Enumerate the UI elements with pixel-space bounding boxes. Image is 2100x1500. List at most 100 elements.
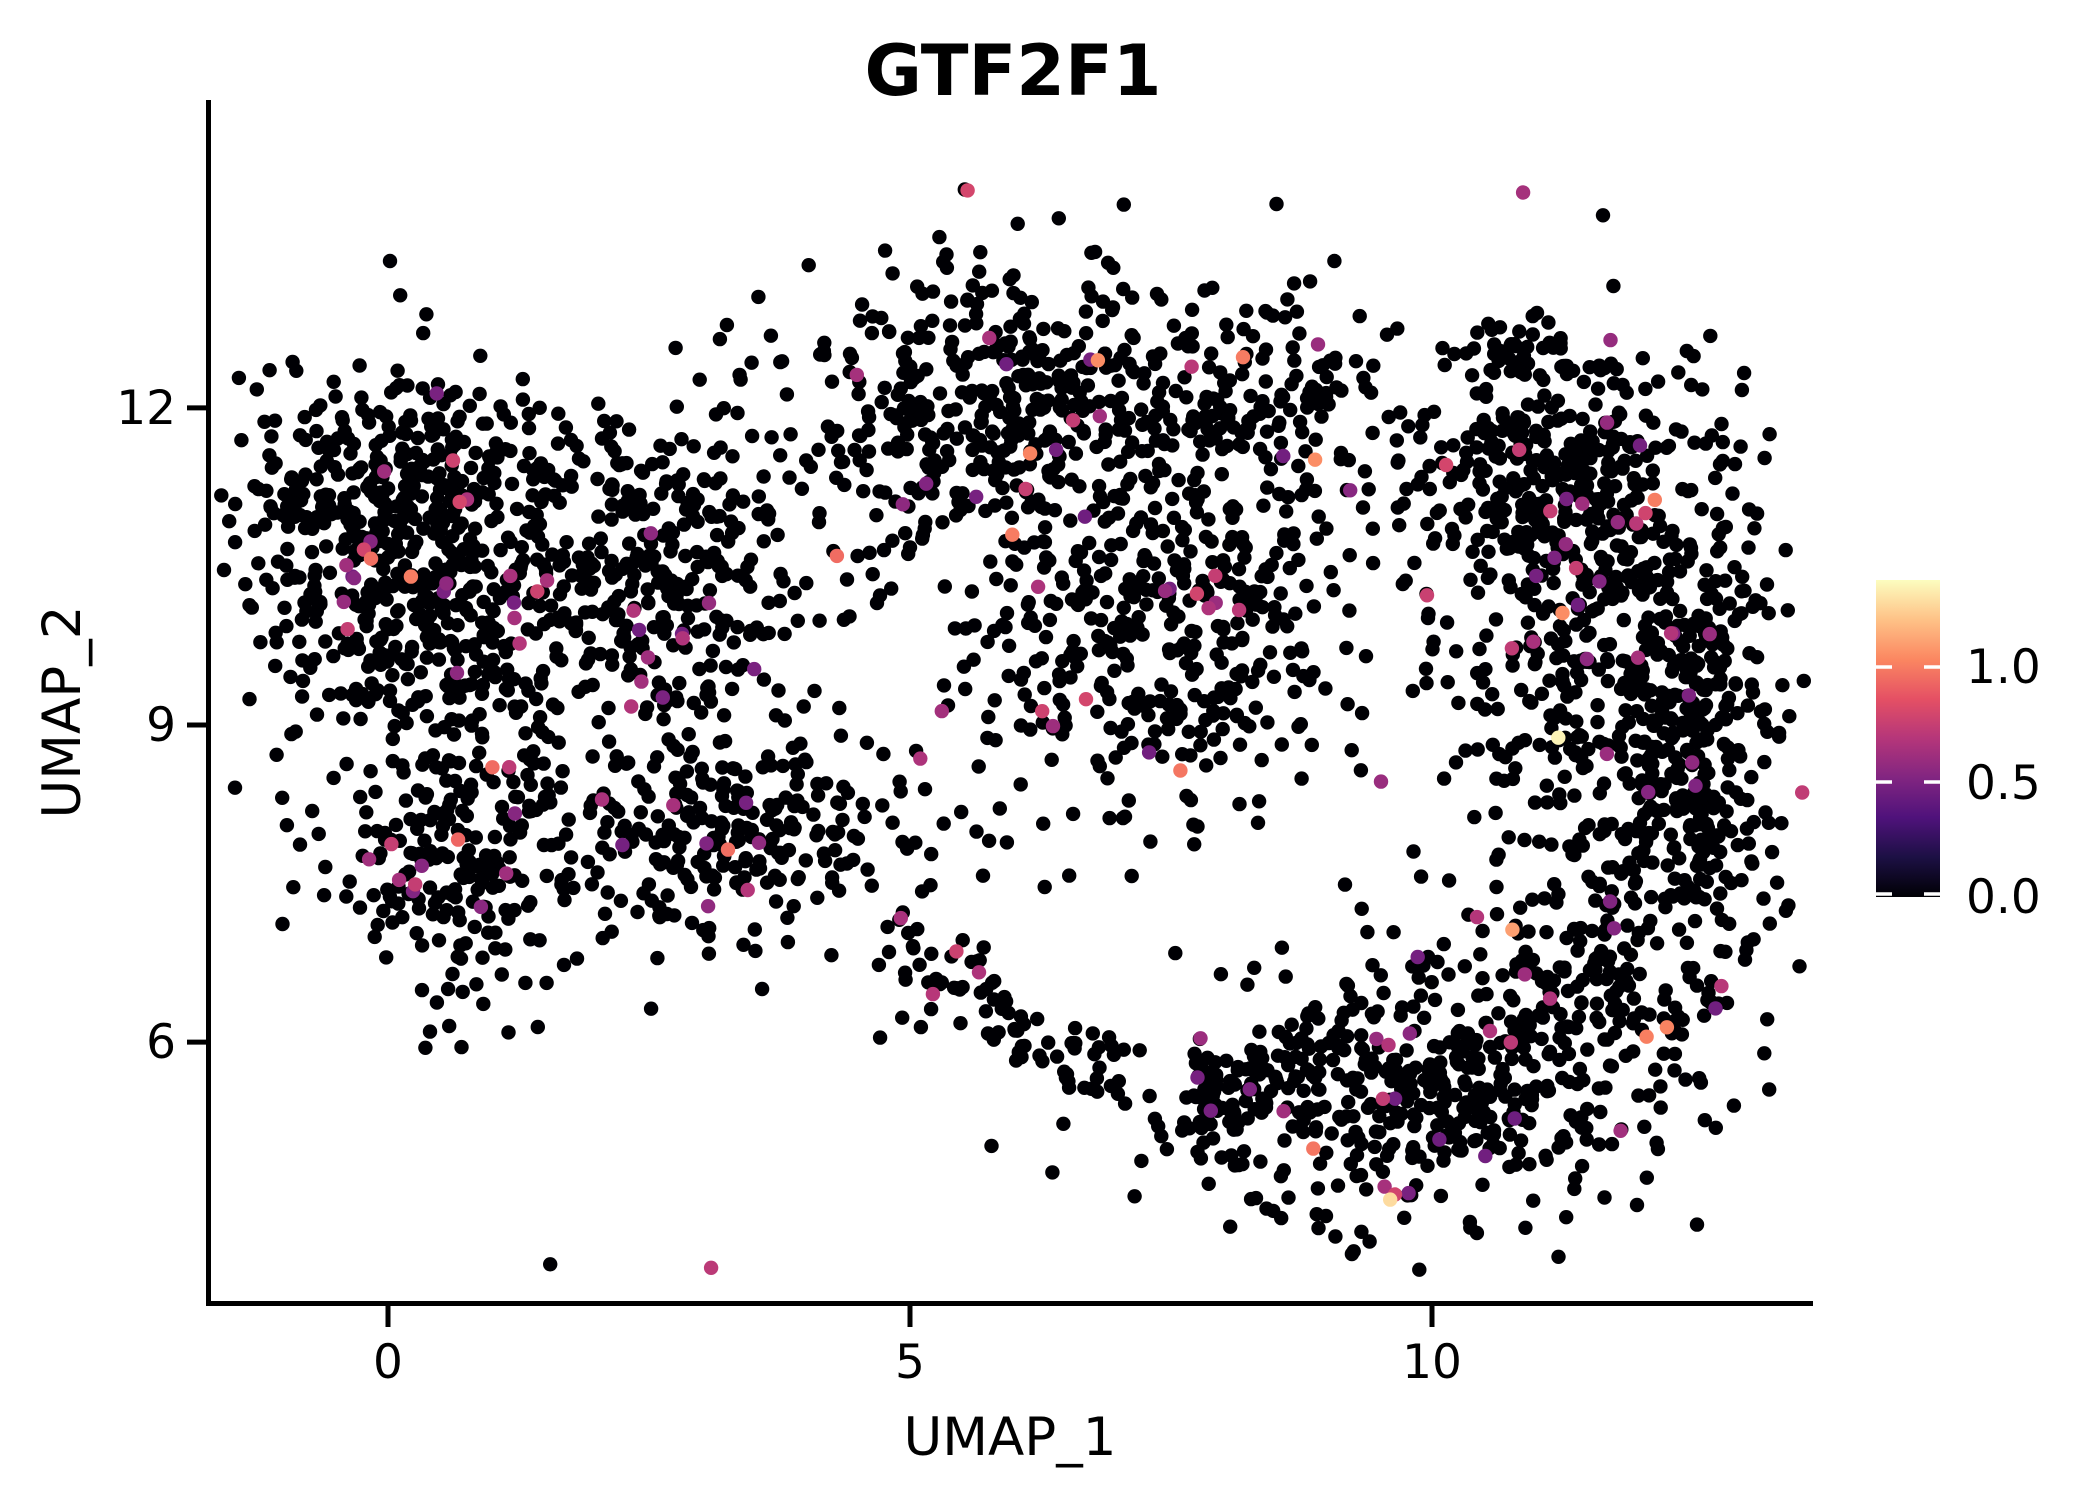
data-point [585,604,600,619]
data-point [1622,680,1637,695]
data-point [485,635,500,650]
data-point [1317,1099,1332,1115]
data-point [1489,771,1504,786]
data-point [1546,575,1561,591]
data-point [772,593,787,609]
data-point [1473,1115,1488,1130]
data-point [1470,585,1486,600]
data-point [529,552,545,567]
data-point [738,769,753,784]
data-point [1678,1072,1693,1087]
data-point [770,527,785,543]
data-point [476,470,491,486]
data-point [1475,1177,1490,1193]
data-point [340,622,355,637]
data-point [1589,996,1605,1011]
data-point [1504,1051,1520,1067]
data-point [474,686,490,701]
data-point [1258,562,1273,577]
data-point [1511,1146,1526,1161]
data-point [1249,1053,1265,1069]
data-point [1219,438,1235,454]
data-point [1147,1111,1163,1127]
data-point [1650,647,1665,662]
data-point [1737,583,1752,598]
data-point [1674,771,1689,786]
data-point [727,761,743,777]
data-point [1558,711,1573,726]
data-point [247,523,262,539]
data-point [1033,402,1048,417]
data-point [1276,448,1291,464]
data-point [690,624,705,639]
data-point [1568,747,1583,763]
data-point [1331,1040,1346,1056]
data-point [403,811,418,827]
data-point [1434,440,1449,455]
data-point [390,363,405,378]
data-point [999,357,1014,372]
data-point [460,791,475,806]
data-point [1679,935,1695,950]
data-point [440,981,456,997]
data-point [503,415,518,430]
y-tick-label: 9 [146,698,176,753]
data-point [1281,1057,1296,1073]
data-point [425,576,440,591]
data-point [1568,1171,1583,1186]
data-point [703,1260,719,1276]
data-point [1592,574,1607,589]
data-point [268,456,283,471]
data-point [1205,1131,1221,1146]
data-point [962,390,977,405]
data-point [1367,1139,1382,1155]
data-point [1597,823,1612,839]
data-point [556,579,571,594]
data-point [445,529,460,544]
data-point [1623,947,1639,962]
data-point [1273,586,1288,601]
data-point [1020,597,1036,612]
data-point [309,707,325,722]
data-point [1049,1049,1065,1064]
data-point [1420,610,1436,626]
data-point [1744,769,1759,785]
data-point [1545,525,1560,540]
data-point [1189,661,1204,677]
data-point [1114,390,1130,406]
data-point [1658,609,1674,624]
data-point [1689,1217,1705,1232]
data-point [450,652,465,668]
data-point [326,648,341,664]
data-point [1702,860,1718,876]
data-point [1397,1210,1412,1226]
data-point [377,464,392,479]
data-point [670,853,686,869]
data-point [275,790,290,805]
data-point [521,595,536,611]
data-point [1579,628,1594,643]
data-point [1589,504,1605,519]
data-point [1684,377,1699,393]
data-point [1574,1120,1589,1135]
data-point [1140,443,1155,459]
data-point [672,675,687,691]
data-point [852,313,868,328]
data-point [1478,381,1494,397]
data-point [1235,350,1251,365]
data-point [1600,554,1615,569]
data-point [434,827,449,842]
data-point [419,307,434,322]
data-point [322,565,338,580]
data-point [1583,466,1598,481]
data-point [1482,1089,1498,1105]
data-point [1045,718,1061,734]
data-point [1085,1026,1101,1041]
data-point [1607,1025,1623,1041]
data-point [305,803,320,819]
data-point [1441,967,1456,982]
data-point [1198,529,1214,545]
data-point [1036,816,1051,831]
data-point [387,718,402,734]
data-point [1726,1098,1742,1113]
